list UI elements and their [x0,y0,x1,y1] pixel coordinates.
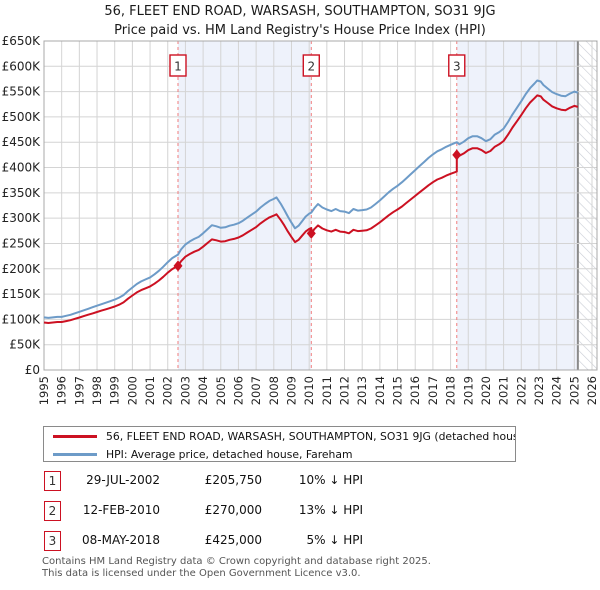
future-hatch-region [576,41,597,370]
x-tick-label: 2013 [355,376,369,405]
x-axis-labels: 1995 1996 1997 1998 1999 2000 2001 2002 2003 2004… [37,376,599,405]
y-axis-labels: £0 £50K £100K £150K £200K £250K £300K £350K £400… [2,34,42,377]
ownership-band [177,41,312,370]
y-tick-label: £250K [2,236,42,250]
y-tick-label: £200K [2,262,42,276]
legend-label-property: 56, FLEET END ROAD, WARSASH, SOUTHAMPTON… [106,430,515,443]
sale-hpi-diff: 5% ↓ HPI [306,533,363,547]
y-tick-label: £550K [2,85,42,99]
y-tick-label: £350K [2,186,42,200]
y-tick-label: £600K [2,59,42,73]
y-tick-label: £650K [2,34,42,48]
x-tick-label: 2021 [497,376,511,405]
sale-hpi-diff: 13% ↓ HPI [298,503,363,517]
sale-number-text: 1 [174,60,182,74]
sale-number-text: 2 [307,60,315,74]
plot-outline [43,40,598,371]
x-tick-label: 2014 [373,376,387,405]
x-tick-label: 2006 [231,376,245,405]
sale-number-text: 3 [453,60,461,74]
sale-price: £425,000 [204,533,262,547]
footer-line1: Contains HM Land Registry data © Crown c… [42,556,431,567]
legend-label-hpi: HPI: Average price, detached house, Fare… [106,448,353,461]
x-tick-label: 2000 [125,376,139,405]
legend: 56, FLEET END ROAD, WARSASH, SOUTHAMPTON… [43,426,516,462]
plot-border [43,40,598,371]
sale-date: 08-MAY-2018 [81,533,160,547]
sale-date-lines [177,41,458,370]
x-tick-label: 2019 [461,376,475,405]
sale-diamond-marker [306,227,316,239]
x-tick-label: 1997 [72,376,86,405]
x-tick-label: 2025 [567,376,581,405]
sale-date: 12-FEB-2010 [82,503,160,517]
ownership-shading [177,41,578,370]
sale-number-box [169,54,187,77]
sale-date: 29-JUL-2002 [86,473,160,487]
x-tick-label: 2012 [338,376,352,405]
footer-license: Contains HM Land Registry data © Crown c… [42,556,592,579]
x-tick-label: 2015 [391,376,405,405]
x-tick-label: 2023 [532,376,546,405]
x-tick-label: 2001 [143,376,157,405]
hatch-area [577,41,597,370]
y-tick-label: £300K [2,211,42,225]
x-tick-label: 2009 [284,376,298,405]
sale-table-row: 3 08-MAY-2018 £425,000 5% ↓ HPI [0,531,600,552]
x-tick-label: 2005 [214,376,228,405]
x-tick-label: 1998 [90,376,104,405]
x-tick-label: 1999 [108,376,122,405]
y-tick-label: £450K [2,135,42,149]
x-tick-label: 2004 [196,376,210,405]
sale-number-badge: 2 [44,501,61,521]
y-tick-label: £400K [2,161,42,175]
hpi-line-swatch [53,453,97,456]
legend-row-hpi: HPI: Average price, detached house, Fare… [44,446,515,463]
x-tick-label: 1996 [55,376,69,405]
x-tick-label: 1995 [37,376,51,405]
x-tick-label: 2011 [320,376,334,405]
x-tick-label: 2010 [302,376,316,405]
chart-title-line1: 56, FLEET END ROAD, WARSASH, SOUTHAMPTON… [104,4,496,19]
sale-price: £270,000 [204,503,262,517]
sale-number-badge: 1 [44,471,61,491]
y-tick-label: £150K [2,287,42,301]
series-line [43,79,579,319]
x-tick-label: 2017 [426,376,440,405]
x-tick-label: 2018 [444,376,458,405]
x-tick-label: 2008 [267,376,281,405]
price-chart: 1 2 3 £0 £50K £100K £150K £200K £250K £300K £350K… [2,34,599,405]
footer-line2: This data is licensed under the Open Gov… [42,567,361,579]
y-tick-label: £100K [2,312,42,326]
x-tick-label: 2003 [178,376,192,405]
x-tick-label: 2016 [408,376,422,405]
y-tick-label: £500K [2,110,42,124]
property-line-swatch [53,435,97,438]
y-tick-label: £0 [25,363,40,377]
y-tick-label: £50K [9,338,41,352]
sale-number-boxes: 1 2 3 [169,54,466,77]
legend-row-property: 56, FLEET END ROAD, WARSASH, SOUTHAMPTON… [44,428,515,445]
sale-price: £205,750 [204,473,262,487]
x-tick-label: 2007 [249,376,263,405]
sale-diamond-marker [173,260,183,272]
x-tick-label: 2022 [514,376,528,405]
ownership-band [456,41,578,370]
chart-title-line2: Price paid vs. HM Land Registry's House … [114,23,486,38]
sale-diamond-marker [452,149,462,161]
sale-table-row: 2 12-FEB-2010 £270,000 13% ↓ HPI [0,501,600,522]
x-tick-label: 2020 [479,376,493,405]
sale-number-badge: 3 [44,531,61,551]
x-tick-label: 2002 [161,376,175,405]
x-tick-label: 2026 [585,376,599,405]
sale-point-markers [173,149,462,272]
sale-hpi-diff: 10% ↓ HPI [298,473,363,487]
x-tick-label: 2024 [550,376,564,405]
sale-number-box [448,54,466,77]
sale-number-box [302,54,320,77]
sale-table-row: 1 29-JUL-2002 £205,750 10% ↓ HPI [0,471,600,492]
